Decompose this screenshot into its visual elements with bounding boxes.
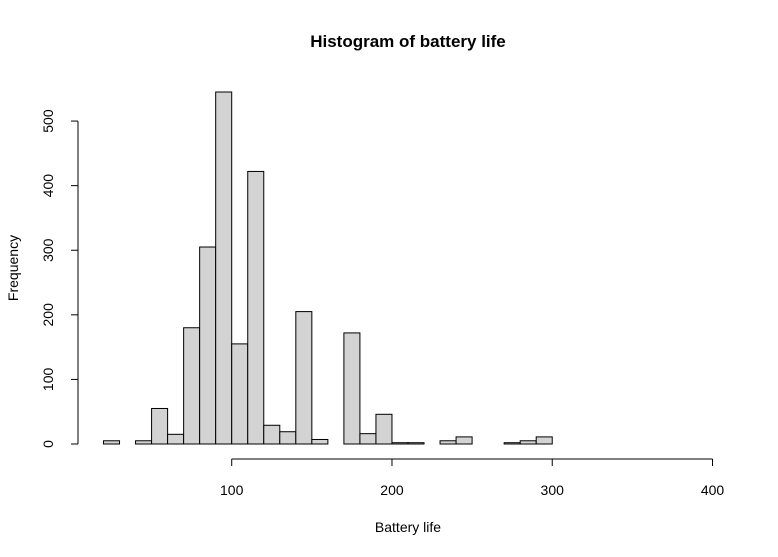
histogram-bar-90 [215, 91, 233, 445]
histogram-bar-60 [167, 433, 185, 445]
histogram-bar-120 [263, 424, 281, 445]
histogram-bar-270 [503, 442, 521, 445]
x-tick-label-100: 100 [220, 482, 244, 498]
x-axis-label: Battery life [375, 519, 441, 535]
histogram-bar-170 [343, 332, 361, 445]
histogram-bar-50 [151, 407, 169, 445]
histogram-bar-150 [311, 438, 329, 445]
y-tick-label-500: 500 [40, 109, 56, 133]
histogram-bar-180 [359, 433, 377, 445]
histogram-bar-140 [295, 311, 313, 445]
histogram-bar-80 [199, 246, 217, 445]
y-axis: 0 100 200 300 400 500 [40, 109, 79, 448]
histogram-bar-280 [519, 440, 537, 445]
histogram-bar-110 [247, 170, 265, 445]
y-tick-label-400: 400 [40, 174, 56, 198]
histogram-bar-230 [439, 440, 457, 445]
histogram-bar-70 [183, 327, 201, 445]
histogram-bar-290 [535, 436, 553, 445]
histogram-bar-130 [279, 431, 297, 445]
x-tick-label-300: 300 [541, 482, 565, 498]
histogram-bar-240 [455, 436, 473, 445]
x-tick-label-400: 400 [701, 482, 725, 498]
histogram-bar-100 [231, 343, 249, 445]
y-tick-label-200: 200 [40, 303, 56, 327]
y-tick-label-300: 300 [40, 238, 56, 262]
histogram-bar-200 [391, 442, 409, 445]
histogram-bar-210 [407, 442, 425, 445]
y-tick-label-0: 0 [40, 440, 56, 448]
histogram-bar-190 [375, 413, 393, 445]
y-axis-label: Frequency [5, 235, 21, 301]
x-tick-label-200: 200 [380, 482, 404, 498]
chart-title: Histogram of battery life [310, 32, 506, 51]
y-tick-label-100: 100 [40, 368, 56, 392]
x-axis: 100 200 300 400 [220, 458, 725, 498]
histogram-bar-40 [135, 440, 153, 445]
bars-group [103, 91, 553, 445]
histogram-bar-20 [103, 440, 121, 445]
